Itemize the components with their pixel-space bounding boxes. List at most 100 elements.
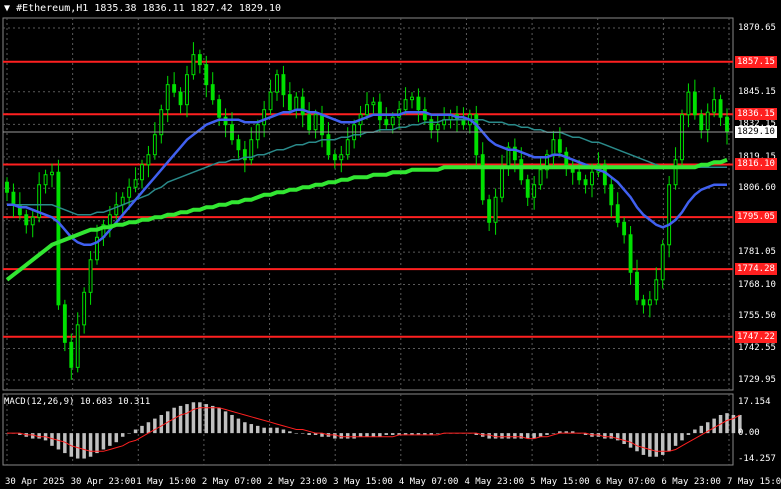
candle-body (62, 304, 67, 343)
candle-body (680, 114, 684, 161)
candle-body (647, 299, 652, 306)
candle-body (159, 109, 164, 136)
candle-body (140, 164, 144, 181)
macd-bar (178, 405, 183, 434)
time-label: 30 Apr 23:00 (71, 477, 136, 487)
candle-body (712, 99, 717, 113)
macd-bar (680, 433, 684, 441)
price-tick-label: 1755.50 (738, 311, 776, 322)
macd-bar (120, 433, 125, 437)
macd-bar (108, 433, 112, 446)
dropdown-triangle-icon[interactable]: ▼ (4, 3, 11, 14)
macd-bar (403, 433, 408, 435)
macd-bar (435, 433, 440, 434)
candle-body (365, 104, 369, 116)
level-price-tag: 1857.15 (735, 55, 777, 68)
time-label: 2 May 07:00 (202, 477, 262, 487)
time-label: 4 May 23:00 (464, 477, 524, 487)
candle-body (667, 184, 672, 246)
level-price-tag: 1774.28 (735, 263, 777, 276)
candle-body (480, 154, 485, 201)
macd-bar (204, 404, 209, 434)
candle-body (410, 96, 414, 101)
macd-bar (262, 427, 266, 434)
candle-body (37, 184, 42, 218)
candle-body (165, 84, 170, 111)
macd-bar (545, 433, 549, 435)
macd-bar (243, 422, 247, 434)
price-tick-label: 1870.65 (738, 23, 776, 33)
candle-body (390, 116, 395, 126)
macd-bar (18, 433, 22, 435)
macd-bar (474, 433, 479, 435)
candle-body (294, 96, 299, 111)
candle-body (127, 186, 132, 198)
candle-body (249, 139, 254, 161)
candle-body (371, 101, 376, 106)
level-price-tag: 1816.10 (735, 158, 777, 171)
candle-body (236, 139, 241, 151)
time-label: 3 May 15:00 (333, 477, 393, 487)
candle-body (56, 171, 61, 306)
macd-bar (345, 433, 350, 439)
candle-body (487, 199, 492, 223)
macd-bar (738, 414, 742, 434)
candle-body (422, 109, 427, 121)
price-tick-label: 1806.60 (738, 183, 776, 194)
candle-body (339, 154, 344, 161)
candle-body (50, 171, 54, 176)
macd-bar (506, 433, 511, 439)
candle-body (429, 119, 434, 131)
macd-bar (558, 431, 562, 434)
macd-bar (300, 433, 305, 434)
macd-bar (390, 433, 395, 435)
price-tick-label: 1832.15 (738, 119, 776, 130)
macd-bar (712, 418, 716, 434)
level-price-tag: 1836.15 (735, 108, 777, 121)
macd-bar (230, 414, 234, 434)
candle-body (133, 179, 138, 188)
candle-body (551, 139, 556, 156)
macd-bar (333, 433, 337, 439)
macd-label: MACD(12,26,9) (4, 397, 75, 407)
price-tick-label: 1781.05 (738, 247, 776, 258)
macd-bar (538, 433, 543, 437)
price-tick-label: 1729.95 (738, 375, 776, 385)
macd-bar (699, 425, 704, 434)
candle-body (185, 74, 189, 106)
macd-bar (705, 422, 710, 434)
level-price-tag: 1747.22 (735, 330, 777, 343)
candle-body (635, 271, 639, 301)
candle-body (654, 279, 659, 301)
macd-bar (686, 433, 691, 435)
price-panel-frame (2, 17, 734, 391)
candle-body (660, 244, 665, 281)
candle-body (615, 204, 620, 223)
time-label: 30 Apr 2025 (5, 477, 65, 487)
candle-body (519, 159, 524, 181)
macd-header: MACD(12,26,9) 10.683 10.311 (4, 396, 150, 408)
candle-body (210, 84, 215, 101)
macd-bar (30, 433, 35, 439)
candle-body (332, 154, 337, 161)
candle-body (146, 154, 151, 166)
candle-body (307, 114, 312, 131)
candle-body (5, 181, 9, 193)
candle-body (152, 134, 157, 156)
candle-body (268, 91, 273, 111)
candle-body (262, 109, 267, 126)
candle-body (172, 84, 177, 93)
candle-body (82, 291, 87, 326)
price-tick-label: 1845.15 (738, 86, 776, 97)
macd-bar (564, 431, 569, 434)
macd-bar (198, 402, 202, 434)
macd-bar (500, 433, 504, 439)
candle-body (705, 111, 710, 131)
candle-body (500, 166, 504, 198)
macd-bar (191, 402, 196, 434)
candle-body (564, 151, 569, 168)
time-label: 7 May 15:00 (727, 477, 781, 487)
macd-bar (641, 433, 646, 455)
candle-body (197, 54, 202, 66)
